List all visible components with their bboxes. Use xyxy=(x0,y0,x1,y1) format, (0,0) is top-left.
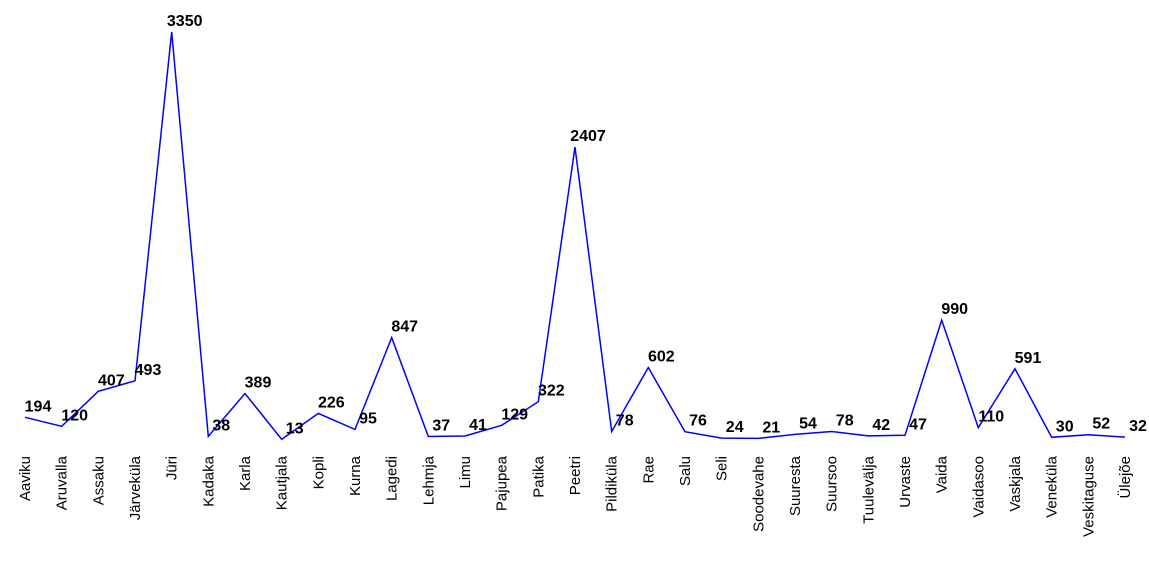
data-label-24: 47 xyxy=(909,416,927,433)
data-label-23: 42 xyxy=(872,417,890,434)
data-label-7: 13 xyxy=(286,420,304,437)
x-tick-label-21: Suuresta xyxy=(787,455,804,516)
data-label-8: 226 xyxy=(318,394,345,411)
x-tick-label-6: Karla xyxy=(237,455,254,491)
series-line xyxy=(24,31,1126,441)
data-label-15: 2407 xyxy=(570,128,606,145)
data-label-13: 129 xyxy=(501,406,528,423)
x-tick-label-17: Rae xyxy=(640,456,657,484)
data-label-19: 24 xyxy=(726,419,744,436)
data-label-16: 78 xyxy=(616,413,634,430)
x-tick-label-14: Patika xyxy=(530,455,547,497)
x-tick-label-30: Ülejõe xyxy=(1116,456,1134,499)
x-tick-label-22: Suursoo xyxy=(824,456,841,512)
x-tick-label-3: Järveküla xyxy=(127,455,144,520)
data-label-17: 602 xyxy=(648,349,675,366)
x-tick-label-11: Lehmja xyxy=(420,455,437,505)
x-tick-label-18: Salu xyxy=(677,456,694,486)
x-tick-label-15: Peetri xyxy=(567,456,584,495)
x-tick-label-0: Aaviku xyxy=(17,456,34,501)
data-label-20: 21 xyxy=(762,419,780,436)
data-label-29: 52 xyxy=(1092,416,1110,433)
data-label-21: 54 xyxy=(799,415,817,432)
data-label-10: 847 xyxy=(391,319,418,336)
x-tick-label-23: Tuulevälja xyxy=(860,455,877,523)
data-label-9: 95 xyxy=(359,410,377,427)
data-label-3: 493 xyxy=(135,362,162,379)
data-label-1: 120 xyxy=(61,407,88,424)
x-tick-label-20: Soodevahe xyxy=(750,456,767,532)
data-label-2: 407 xyxy=(98,372,125,389)
data-label-27: 591 xyxy=(1015,350,1042,367)
data-labels: 194 120 407 493 3350 38 389 13 226 95 847 37 41 129 32… xyxy=(25,13,1147,437)
x-tick-label-27: Vaskjala xyxy=(1007,455,1024,511)
data-label-11: 37 xyxy=(432,418,450,435)
x-tick-label-26: Vaidasoo xyxy=(970,456,987,517)
x-tick-label-25: Vaida xyxy=(934,455,951,493)
data-label-4: 3350 xyxy=(167,13,203,30)
x-tick-label-12: Limu xyxy=(457,456,474,489)
data-label-6: 389 xyxy=(245,375,272,392)
data-label-5: 38 xyxy=(212,417,230,434)
x-tick-label-28: Veneküla xyxy=(1044,455,1061,517)
x-tick-label-5: Kadaka xyxy=(200,455,217,507)
x-tick-label-9: Kurna xyxy=(347,455,364,496)
x-tick-label-2: Assaku xyxy=(90,456,107,505)
x-tick-label-29: Veskitaguse xyxy=(1080,456,1097,537)
data-label-22: 78 xyxy=(836,413,854,430)
data-label-30: 32 xyxy=(1129,418,1147,435)
data-label-0: 194 xyxy=(25,398,52,415)
x-tick-label-1: Aruvalla xyxy=(54,455,71,510)
x-tick-label-16: Pildiküla xyxy=(604,455,621,512)
x-tick-label-7: Kautjala xyxy=(274,455,291,510)
x-axis-tick-labels: Aaviku Aruvalla Assaku Järveküla Jüri Kadaka K… xyxy=(17,455,1134,537)
x-tick-label-4: Jüri xyxy=(164,456,181,480)
x-tick-label-24: Urvaste xyxy=(897,456,914,508)
data-label-14: 322 xyxy=(538,383,565,400)
x-tick-label-8: Kopli xyxy=(310,456,327,489)
x-tick-label-19: Seli xyxy=(714,456,731,481)
x-tick-label-13: Pajupea xyxy=(494,455,511,511)
data-label-18: 76 xyxy=(689,413,707,430)
data-label-28: 30 xyxy=(1056,418,1074,435)
x-tick-label-10: Lagedi xyxy=(384,456,401,501)
data-label-26: 110 xyxy=(978,409,1004,426)
data-label-25: 990 xyxy=(941,301,968,318)
data-label-12: 41 xyxy=(469,417,487,434)
